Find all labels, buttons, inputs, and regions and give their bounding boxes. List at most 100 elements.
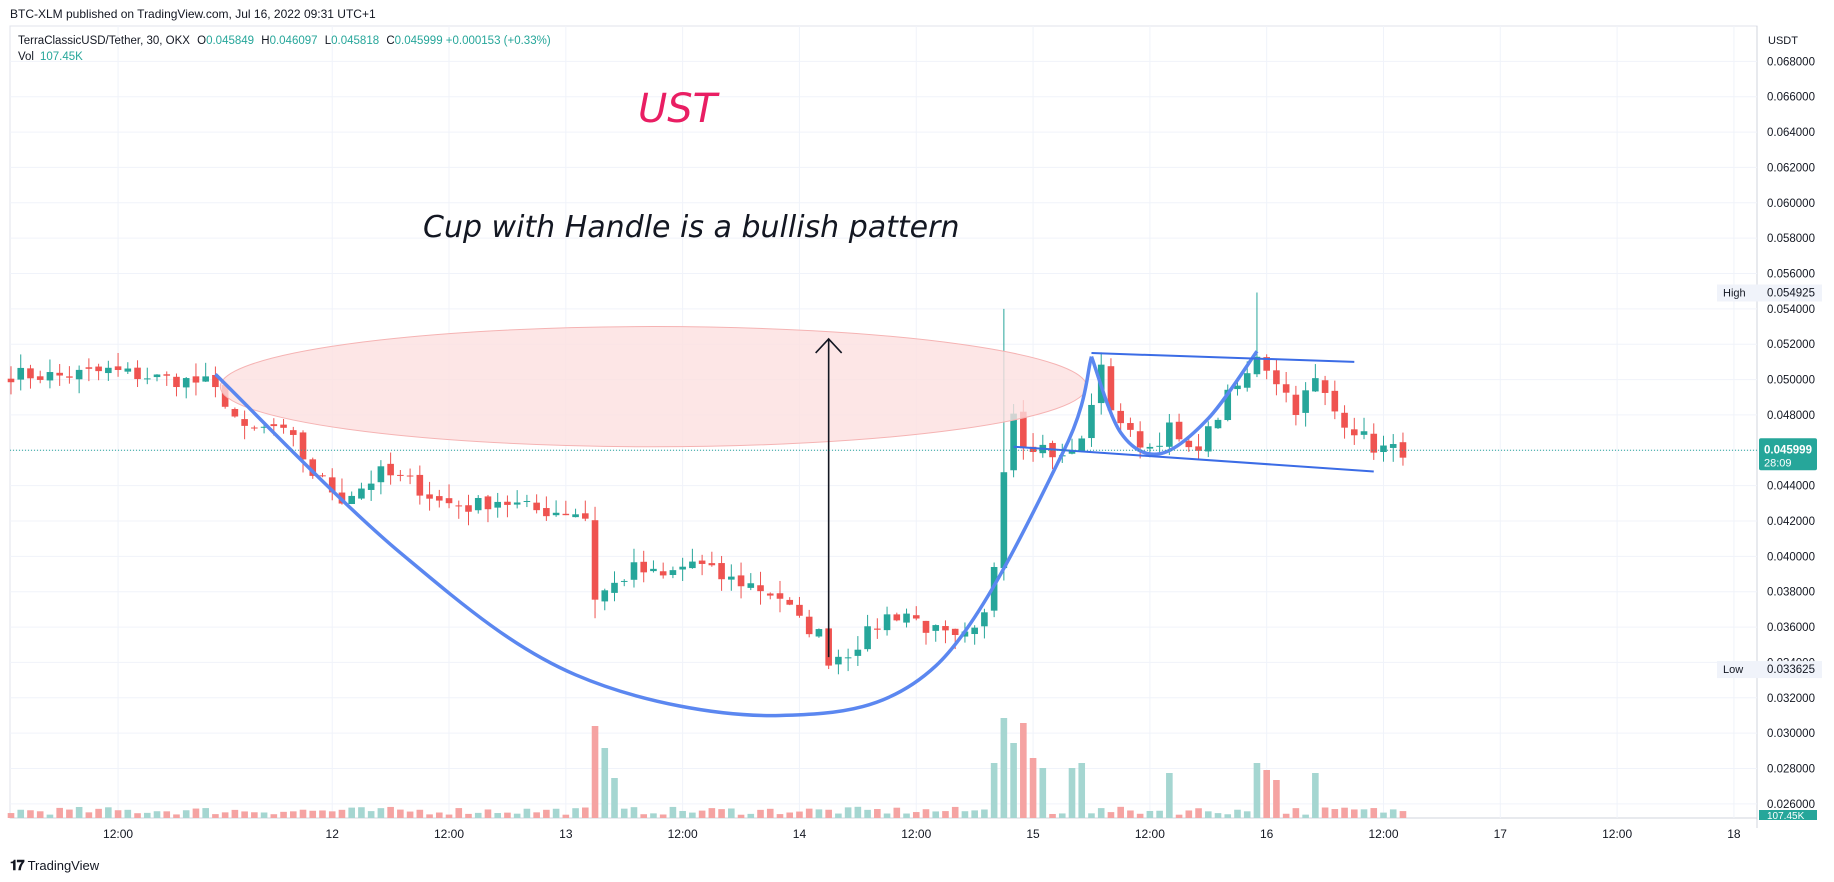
candle-body [46, 372, 54, 381]
volume-bar [153, 811, 161, 818]
volume-bar [591, 726, 599, 818]
candle-body [620, 580, 628, 582]
candle-body [1312, 378, 1319, 392]
footer-brand[interactable]: 𝟏𝟕 TradingView [10, 857, 99, 874]
volume-bar [182, 810, 190, 818]
volume-bar [844, 807, 852, 818]
candle-body [552, 512, 560, 516]
candle-body [260, 426, 268, 428]
candle-body [572, 514, 579, 518]
candle-body [1000, 472, 1008, 569]
symbol-label[interactable]: TerraClassicUSD/Tether, 30, OKX [18, 35, 190, 47]
x-tick-label: 12:00 [1135, 827, 1165, 841]
candle-body [212, 374, 219, 388]
volume-bar [1243, 811, 1251, 818]
volume-bar [679, 810, 686, 818]
volume-bar [46, 814, 54, 818]
candle-body [124, 368, 132, 372]
candle-body [56, 372, 63, 376]
candle-body [95, 366, 102, 372]
volume-bar [114, 810, 122, 818]
volume-bar [1234, 809, 1241, 818]
volume-bar [260, 812, 268, 818]
volume-bar [348, 807, 355, 818]
volume-bar [630, 807, 638, 818]
annotation-text[interactable]: Cup with Handle is a bullish pattern [423, 210, 960, 245]
volume-bar [173, 814, 180, 818]
candle-body [202, 376, 209, 382]
volume-bar [903, 813, 910, 818]
volume-bar [1331, 809, 1339, 818]
volume-bar [387, 806, 394, 818]
candle-body [601, 590, 609, 602]
volume-bar [942, 811, 949, 818]
volume-bar [416, 809, 424, 818]
y-tick-label: 0.068000 [1767, 56, 1815, 68]
volume-bar [1039, 768, 1047, 818]
candle-body [1107, 366, 1115, 411]
volume-bar [766, 808, 774, 818]
volume-bar [1312, 773, 1319, 818]
candle-body [1360, 431, 1368, 435]
volume-bar [922, 809, 930, 818]
close-value: 0.045999 [394, 35, 443, 47]
volume-bar [1263, 770, 1270, 818]
volume-bar [874, 809, 881, 818]
x-tick-label: 18 [1727, 827, 1741, 841]
candle-body [36, 376, 44, 380]
candle-body [1321, 380, 1329, 393]
volume-bar [75, 806, 83, 818]
candle-body [484, 496, 492, 510]
y-tick-label: 0.036000 [1767, 622, 1815, 634]
low-marker-label: Low [1723, 664, 1743, 676]
candle-body [163, 374, 171, 376]
candle-body [1350, 429, 1358, 436]
candle-body [270, 424, 278, 427]
candle-body [1331, 390, 1339, 412]
candle-body [951, 628, 959, 635]
candle-body [1117, 410, 1124, 424]
candle-body [66, 376, 73, 378]
volume-bar [786, 812, 794, 818]
x-tick-label: 12:00 [1368, 827, 1398, 841]
candle-body [659, 571, 667, 576]
y-tick-label: 0.040000 [1767, 551, 1815, 563]
candle-body [1020, 411, 1027, 449]
volume-bar [1166, 773, 1173, 818]
volume-bar [134, 813, 141, 818]
published-by-line: BTC-XLM published on TradingView.com, Ju… [10, 7, 376, 21]
open-label: O [197, 35, 207, 47]
volume-bar [465, 813, 472, 818]
volume-label[interactable]: Vol [18, 51, 34, 63]
open-value: 0.045849 [206, 35, 255, 47]
volume-bar [445, 814, 453, 818]
volume-bar [251, 812, 258, 818]
candle-body [844, 657, 852, 659]
candle-body [786, 599, 794, 605]
volume-group [7, 718, 1407, 818]
y-tick-label: 0.064000 [1767, 127, 1815, 139]
candle-body [1302, 390, 1309, 413]
candle-body [1204, 426, 1212, 452]
candle-body [455, 505, 463, 507]
candle-body [114, 366, 122, 370]
volume-bar [221, 812, 229, 818]
y-tick-label: 0.054000 [1767, 304, 1815, 316]
volume-bar [85, 812, 93, 818]
volume-bar [212, 814, 219, 818]
candle-body [7, 378, 15, 383]
volume-bar [1000, 718, 1008, 818]
volume-bar [7, 813, 15, 818]
candle-body [591, 520, 599, 600]
candle-body [231, 409, 239, 417]
candle-body [1175, 421, 1183, 440]
candle-body [299, 432, 307, 460]
last-price-value: 0.045999 [1764, 444, 1812, 456]
candle-body [1292, 394, 1300, 415]
candle-body [689, 561, 696, 569]
candle-body [796, 604, 803, 616]
annotation-title[interactable]: UST [638, 86, 718, 132]
volume-bar [1088, 813, 1095, 818]
candle-body [1127, 423, 1134, 430]
